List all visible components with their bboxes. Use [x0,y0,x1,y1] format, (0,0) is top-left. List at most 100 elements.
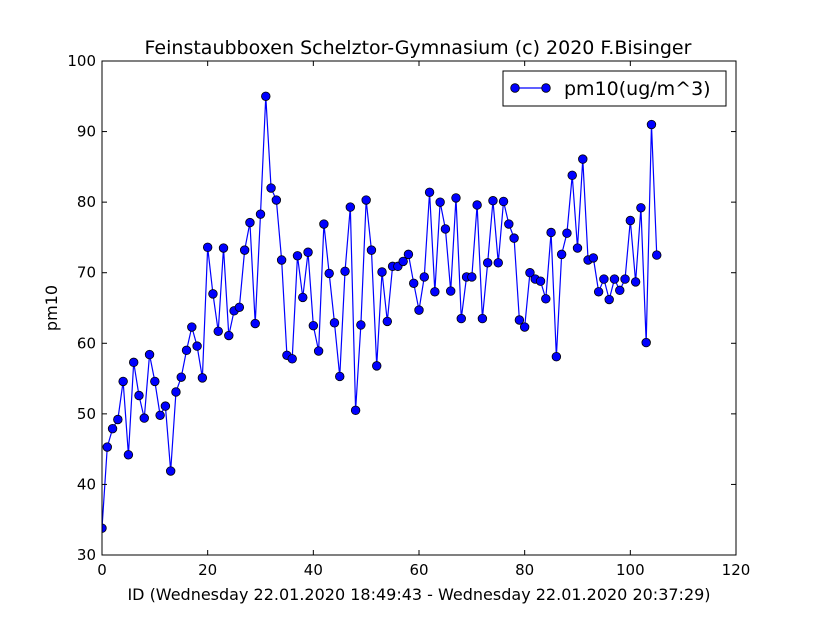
data-point [197,373,208,383]
data-point [467,272,477,282]
data-point [588,253,599,263]
data-point [266,183,276,193]
data-point [181,345,192,356]
x-axis-label: ID (Wednesday 22.01.2020 18:49:43 - Wedn… [127,585,710,604]
x-tick-label: 40 [304,561,323,579]
legend-label: pm10(ug/m^3) [564,78,711,100]
data-point [239,245,250,255]
data-point [335,371,345,382]
y-tick-label: 90 [77,123,96,141]
data-point [176,372,186,382]
data-point [620,274,630,284]
data-point [144,349,155,360]
data-point [160,401,171,411]
data-point [192,341,202,351]
y-axis-label: pm10 [42,285,61,331]
data-point [488,196,498,206]
data-point [567,170,577,181]
data-point [102,523,107,533]
x-tick-label: 20 [198,561,217,579]
data-point [609,274,620,284]
series-line [102,95,658,529]
data-point [551,351,562,362]
data-point [562,228,572,238]
data-point [319,219,329,229]
data-point [255,209,266,219]
data-point [139,413,149,423]
data-point [345,202,356,212]
data-point [250,318,260,329]
y-tick-label: 70 [77,264,96,282]
data-point [308,320,319,331]
legend: pm10(ug/m^3) [502,70,727,107]
data-point [556,249,567,260]
y-tick-label: 80 [77,193,96,211]
data-point [102,442,112,452]
data-point [652,250,662,260]
data-point [641,337,651,348]
data-point [599,274,609,284]
x-tick-label: 80 [515,561,534,579]
data-point [234,302,245,312]
data-point [578,154,588,164]
data-point [340,266,350,277]
y-tick-label: 100 [67,52,96,70]
y-tick-label: 40 [77,475,96,493]
data-point [398,256,408,267]
data-point [509,233,519,243]
data-point [646,119,657,130]
data-point [155,410,165,420]
data-point [171,387,181,397]
data-point [361,195,371,205]
data-point [276,255,287,265]
x-tick-label: 100 [616,561,645,579]
y-tick-label: 60 [77,334,96,352]
data-point [187,322,197,332]
data-point [224,330,234,341]
data-point [414,305,424,315]
data-point [546,227,556,238]
series-group [102,91,662,533]
data-point [218,243,229,253]
data-point [424,187,435,197]
data-point [128,357,139,368]
data-point [107,423,118,434]
data-point [287,354,297,364]
data-point [625,215,636,226]
data-point [292,251,303,261]
data-point [482,258,493,268]
legend-marker [541,83,551,93]
data-point [446,286,456,296]
data-point [372,361,382,371]
data-point [435,197,445,207]
tick-layer: 0 20 40 60 80 100 120 30 40 50 60 70 80 90 100 [67,52,750,579]
series-layer [102,91,662,533]
data-point [451,193,461,203]
data-point [313,346,324,356]
data-point [118,376,128,387]
data-point [572,243,583,253]
x-tick-label: 60 [409,561,428,579]
data-point [403,249,414,260]
data-point [324,268,334,279]
data-point [440,224,451,234]
chart-title: Feinstaubboxen Schelztor-Gymnasium (c) 2… [145,37,692,59]
data-point [477,313,488,324]
data-point [636,203,646,213]
data-point [456,313,466,324]
data-point [123,450,134,460]
data-point [498,196,509,207]
y-tick-label: 50 [77,405,96,423]
legend-marker [510,83,520,93]
data-point [202,242,213,253]
data-point [409,278,419,289]
data-point [134,390,144,401]
data-point [593,287,604,297]
x-tick-label: 120 [722,561,751,579]
data-point [472,200,482,210]
data-point [519,322,530,332]
data-point [615,285,625,296]
data-point [514,315,525,325]
x-tick-label: 0 [97,561,107,579]
